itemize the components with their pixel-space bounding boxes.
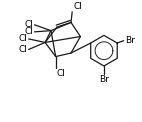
Text: Cl: Cl: [19, 45, 27, 54]
Text: Br: Br: [99, 75, 109, 84]
Text: Cl: Cl: [56, 69, 65, 78]
Text: Cl: Cl: [19, 34, 27, 43]
Text: Cl: Cl: [73, 2, 82, 11]
Text: Cl: Cl: [24, 20, 33, 29]
Text: Cl: Cl: [24, 27, 33, 36]
Text: Br: Br: [125, 36, 135, 45]
